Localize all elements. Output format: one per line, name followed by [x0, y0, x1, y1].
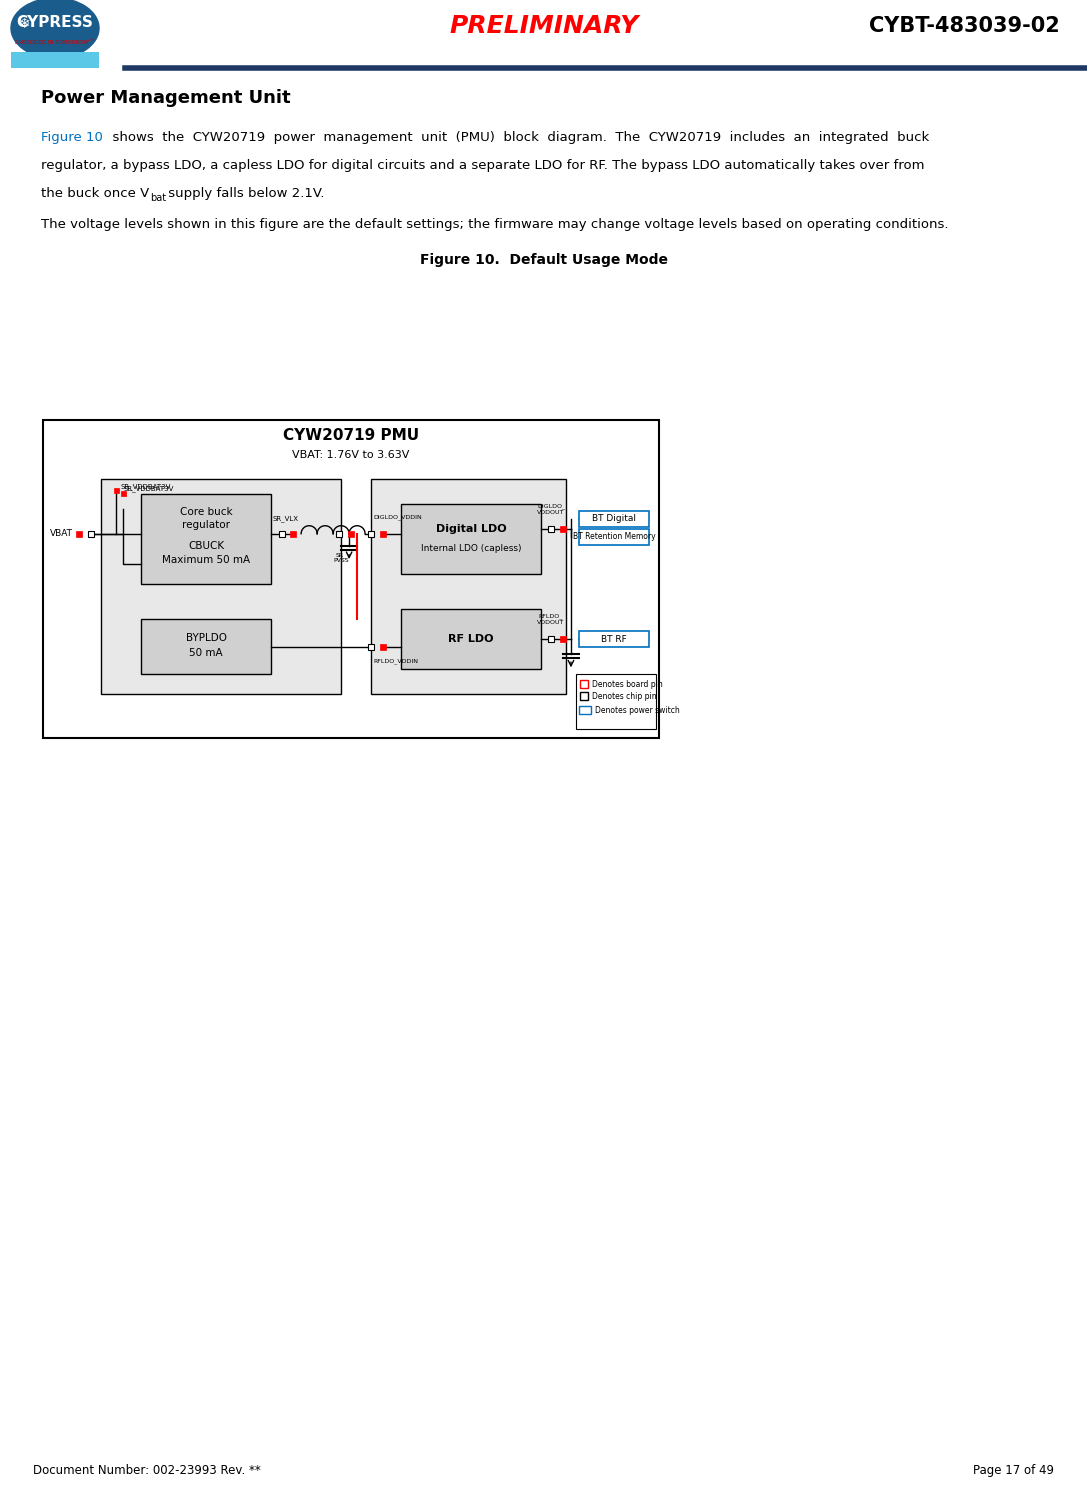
FancyBboxPatch shape — [380, 644, 386, 650]
Text: CBUCK: CBUCK — [188, 541, 224, 551]
FancyBboxPatch shape — [579, 529, 649, 545]
Text: regulator, a bypass LDO, a capless LDO for digital circuits and a separate LDO f: regulator, a bypass LDO, a capless LDO f… — [41, 160, 925, 172]
Text: CYPRESS: CYPRESS — [16, 15, 93, 30]
Text: Power Management Unit: Power Management Unit — [41, 90, 291, 108]
Text: Figure 10.  Default Usage Mode: Figure 10. Default Usage Mode — [420, 252, 667, 267]
FancyBboxPatch shape — [121, 492, 126, 496]
FancyBboxPatch shape — [579, 511, 649, 527]
Text: Maximum 50 mA: Maximum 50 mA — [162, 554, 250, 565]
Text: Core buck: Core buck — [179, 506, 233, 517]
FancyBboxPatch shape — [141, 619, 271, 674]
Text: PRELIMINARY: PRELIMINARY — [449, 13, 639, 39]
Text: SR_VDDBAT3V: SR_VDDBAT3V — [121, 483, 171, 490]
FancyBboxPatch shape — [11, 52, 99, 69]
Text: DIGLDO_
VDDOUT: DIGLDO_ VDDOUT — [537, 503, 565, 514]
Text: Denotes board pin: Denotes board pin — [592, 680, 663, 689]
Text: EMBEDDED IN TOMORROW™: EMBEDDED IN TOMORROW™ — [15, 40, 95, 45]
Text: CYW20719 PMU: CYW20719 PMU — [283, 429, 420, 444]
Text: BT RF: BT RF — [601, 635, 627, 644]
Text: Page 17 of 49: Page 17 of 49 — [973, 1464, 1054, 1478]
FancyBboxPatch shape — [401, 503, 541, 574]
Text: SR_
PVSS: SR_ PVSS — [334, 551, 349, 563]
Text: ❄: ❄ — [20, 16, 30, 31]
Text: SR_VLX: SR_VLX — [272, 515, 298, 521]
FancyBboxPatch shape — [560, 526, 566, 532]
FancyBboxPatch shape — [76, 530, 83, 536]
Text: shows  the  CYW20719  power  management  unit  (PMU)  block  diagram.  The  CYW2: shows the CYW20719 power management unit… — [103, 131, 928, 145]
Text: Digital LDO: Digital LDO — [436, 524, 507, 533]
Text: VBAT: 1.76V to 3.63V: VBAT: 1.76V to 3.63V — [292, 451, 410, 460]
Text: RFLDO_
VDDOUT: RFLDO_ VDDOUT — [537, 614, 564, 624]
Text: RF LDO: RF LDO — [448, 633, 493, 644]
FancyBboxPatch shape — [336, 530, 342, 536]
FancyBboxPatch shape — [101, 478, 341, 695]
Text: BYPLDO: BYPLDO — [186, 632, 227, 642]
FancyBboxPatch shape — [579, 630, 649, 647]
FancyBboxPatch shape — [380, 530, 386, 536]
Text: SR_VDDBAT3V: SR_VDDBAT3V — [123, 486, 174, 492]
FancyBboxPatch shape — [279, 530, 285, 536]
FancyBboxPatch shape — [576, 674, 655, 729]
FancyBboxPatch shape — [560, 636, 566, 642]
Text: VBAT: VBAT — [50, 529, 73, 538]
Text: The voltage levels shown in this figure are the default settings; the firmware m: The voltage levels shown in this figure … — [41, 218, 949, 232]
FancyBboxPatch shape — [290, 530, 296, 536]
FancyBboxPatch shape — [141, 493, 271, 584]
FancyBboxPatch shape — [401, 610, 541, 669]
FancyBboxPatch shape — [548, 526, 554, 532]
FancyBboxPatch shape — [43, 420, 659, 738]
Text: Document Number: 002-23993 Rev. **: Document Number: 002-23993 Rev. ** — [33, 1464, 261, 1478]
FancyBboxPatch shape — [348, 530, 354, 536]
FancyBboxPatch shape — [580, 692, 588, 701]
Text: BT Retention Memory: BT Retention Memory — [573, 532, 655, 541]
Text: Figure 10: Figure 10 — [41, 131, 103, 145]
Text: CYBT-483039-02: CYBT-483039-02 — [870, 16, 1060, 36]
Text: Denotes power switch: Denotes power switch — [595, 707, 679, 716]
FancyBboxPatch shape — [114, 489, 118, 493]
Text: Internal LDO (capless): Internal LDO (capless) — [421, 544, 522, 553]
FancyBboxPatch shape — [548, 636, 554, 642]
Text: supply falls below 2.1V.: supply falls below 2.1V. — [164, 187, 324, 200]
Ellipse shape — [11, 0, 99, 58]
Text: RFLDO_VDDIN: RFLDO_VDDIN — [373, 659, 418, 665]
FancyBboxPatch shape — [371, 478, 566, 695]
FancyBboxPatch shape — [368, 530, 374, 536]
FancyBboxPatch shape — [368, 644, 374, 650]
Text: DIGLDO_VDDIN: DIGLDO_VDDIN — [373, 514, 422, 520]
FancyBboxPatch shape — [88, 530, 95, 536]
Text: regulator: regulator — [183, 520, 230, 530]
Text: 50 mA: 50 mA — [189, 648, 223, 657]
Text: bat: bat — [150, 193, 166, 203]
Text: Denotes chip pin: Denotes chip pin — [592, 692, 657, 701]
FancyBboxPatch shape — [579, 707, 591, 714]
FancyBboxPatch shape — [580, 680, 588, 689]
Text: the buck once V: the buck once V — [41, 187, 150, 200]
Text: BT Digital: BT Digital — [592, 514, 636, 523]
